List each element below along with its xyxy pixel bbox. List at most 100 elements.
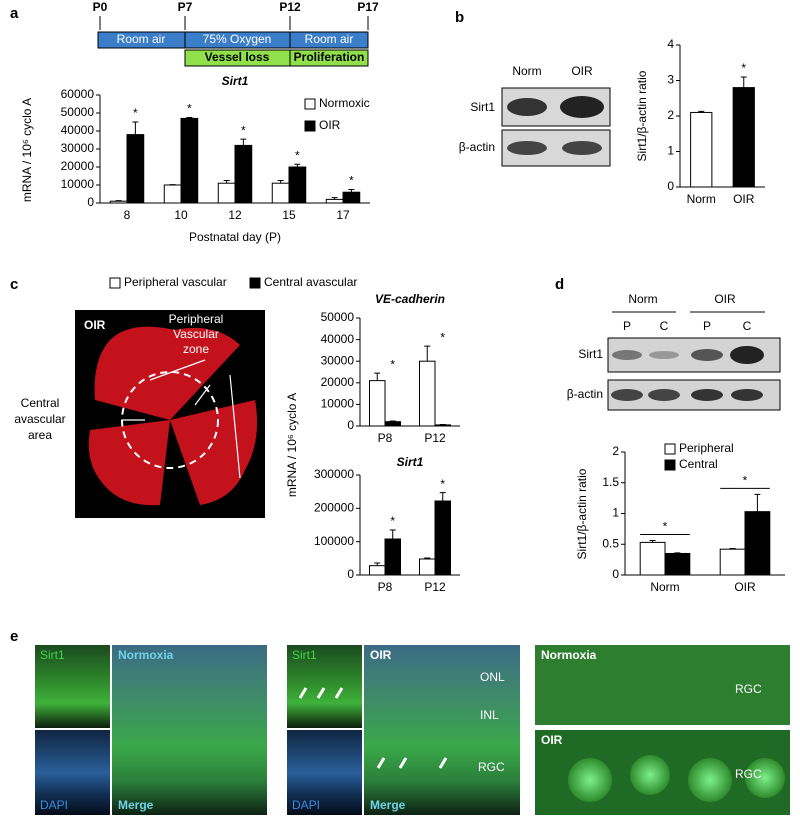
row-label: β-actin (459, 140, 495, 154)
panel-label: b (455, 9, 464, 26)
significance: * (741, 61, 746, 75)
bar (271, 182, 290, 204)
significance: * (440, 477, 445, 491)
legend-swatch (249, 277, 261, 289)
panel-label: a (10, 5, 19, 22)
layer-label: RGC (478, 760, 505, 774)
y-axis-label: Sirt1/β-actin ratio (635, 70, 649, 161)
significance: * (663, 520, 668, 534)
y-tick-label: 2 (612, 444, 619, 458)
legend-label: Central avascular (264, 275, 357, 289)
y-tick-label: 300000 (314, 467, 354, 481)
error-bar (186, 117, 193, 119)
error-bar (698, 110, 705, 113)
bar (325, 198, 344, 204)
legend-swatch (109, 277, 121, 289)
error-bar (729, 548, 736, 550)
y-tick-label: 0.5 (602, 536, 619, 550)
bar (217, 182, 236, 204)
error-bar (389, 529, 396, 539)
image-title: Normoxia (118, 648, 174, 662)
image-label: OIR (84, 318, 106, 332)
phase: Room air (117, 32, 166, 46)
stain-label: DAPI (292, 798, 320, 812)
blot-b: Norm OIR Sirt1 β-actin (459, 64, 611, 167)
error-bar (374, 562, 381, 566)
image-label: Merge (118, 798, 154, 812)
panel-label: d (555, 276, 564, 293)
significance: * (743, 474, 748, 488)
y-tick-label: 20000 (321, 375, 355, 389)
stage: Proliferation (294, 50, 365, 64)
y-tick-label: 0 (667, 179, 674, 193)
timeline-tick: P0 (93, 0, 108, 14)
y-tick-label: 100000 (314, 534, 354, 548)
bar (234, 144, 253, 204)
x-tick-label: P12 (424, 431, 446, 445)
y-tick-label: 0 (612, 567, 619, 581)
error-bar (424, 557, 431, 559)
timeline-tick: P7 (178, 0, 193, 14)
lane-label: Norm (512, 64, 541, 78)
row-label: β-actin (567, 387, 603, 401)
blot-d: Norm OIR P C P C Sirt1 β-actin (567, 292, 781, 411)
bar (664, 552, 691, 576)
arrows (99, 16, 369, 30)
bar (639, 541, 666, 576)
panel-label: c (10, 276, 18, 293)
y-axis-label: mRNA / 10⁶ cyclo A (20, 98, 34, 202)
bar (384, 538, 401, 576)
significance: * (390, 357, 395, 371)
legend-label: Central (679, 457, 718, 471)
row-label: Sirt1 (578, 347, 603, 361)
y-tick-label: 0 (347, 418, 354, 432)
image-title: Normoxia (541, 648, 597, 662)
image-title: OIR (370, 648, 392, 662)
y-tick-label: 10000 (61, 177, 95, 191)
bar (434, 424, 451, 427)
y-tick-label: 0 (347, 567, 354, 581)
error-bar (754, 493, 761, 512)
significance: * (440, 330, 445, 344)
lane-label: P (703, 319, 711, 333)
sections: Sirt1 DAPI Normoxia Merge Sirt1 DAPI OIR… (35, 645, 790, 815)
significance: * (187, 102, 192, 116)
annotation: zone (183, 342, 209, 356)
layer-label: INL (480, 708, 499, 722)
error-bar (424, 345, 431, 362)
group-label: OIR (714, 292, 736, 306)
x-axis-label: Postnatal day (P) (189, 230, 281, 244)
bar (369, 565, 386, 576)
stage-bar (184, 49, 369, 67)
bar (732, 87, 755, 188)
significance: * (349, 174, 354, 188)
error-bar (223, 180, 230, 184)
y-axis-label: Sirt1/β-actin ratio (575, 468, 589, 559)
annotation: area (28, 428, 52, 442)
x-tick-label: 17 (336, 208, 350, 222)
error-bar (294, 163, 301, 167)
lane-label: P (623, 319, 631, 333)
y-tick-label: 1 (612, 506, 619, 520)
bar (744, 511, 771, 576)
error-bar (374, 372, 381, 381)
x-tick-label: Norm (687, 192, 716, 206)
phase-bar (97, 31, 369, 49)
bar (109, 200, 128, 204)
x-tick-label: P8 (378, 580, 393, 594)
legend-swatch (304, 98, 316, 110)
error-bar (240, 138, 247, 146)
stain-label: Sirt1 (292, 648, 317, 662)
panel-label: e (10, 628, 18, 645)
legend-label: Peripheral (679, 441, 734, 455)
significance: * (241, 123, 246, 137)
group-label: Norm (628, 292, 657, 306)
bar (690, 111, 713, 188)
error-bar (132, 121, 139, 135)
error-bar (348, 189, 355, 193)
y-tick-label: 2 (667, 108, 674, 122)
bar (419, 558, 436, 576)
x-tick-label: 15 (282, 208, 296, 222)
x-tick-label: 10 (174, 208, 188, 222)
x-tick-label: OIR (733, 192, 755, 206)
